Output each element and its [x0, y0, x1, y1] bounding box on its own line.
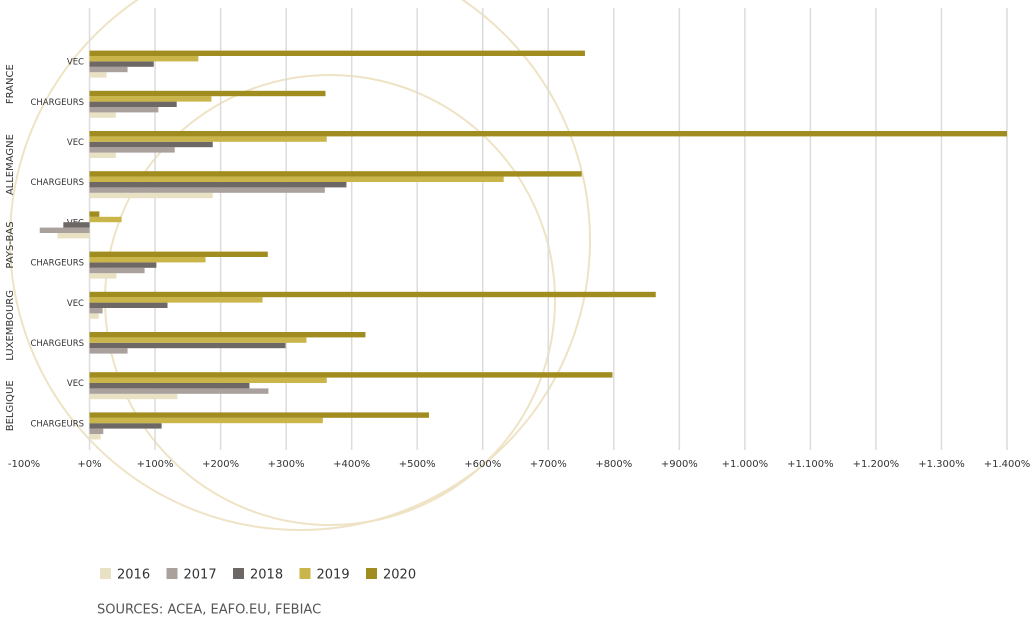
bar	[89, 267, 145, 274]
bar	[89, 187, 325, 193]
bar	[89, 297, 263, 303]
x-tick-label: +200%	[202, 459, 239, 470]
bar	[89, 308, 103, 314]
bar	[89, 383, 250, 389]
x-tick-label: +900%	[661, 459, 698, 470]
x-tick-label: +1.100%	[787, 459, 834, 470]
legend-swatch	[299, 568, 311, 579]
legend-swatch	[233, 568, 244, 579]
legend-label: 2019	[317, 568, 350, 583]
bar	[89, 50, 585, 56]
bar	[89, 66, 128, 73]
bar	[89, 152, 116, 158]
country-label: PAYS-BAS	[5, 221, 16, 268]
bar	[89, 72, 107, 78]
x-tick-label: +1.300%	[918, 459, 965, 470]
x-tick-label: +400%	[333, 459, 370, 470]
x-tick-label: +1.200%	[853, 459, 900, 470]
bar	[89, 377, 327, 383]
legend-label: 2018	[250, 568, 283, 583]
bar	[89, 96, 212, 102]
bar	[89, 251, 268, 257]
bar	[89, 141, 213, 148]
row-label: CHARGEURS	[30, 178, 84, 188]
x-tick-label: -100%	[8, 459, 40, 470]
bar	[89, 372, 613, 378]
bar	[89, 131, 1008, 137]
bar	[89, 302, 168, 308]
bar	[89, 342, 286, 349]
bar	[89, 262, 157, 268]
bar	[89, 101, 177, 107]
x-tick-label: +100%	[137, 459, 174, 470]
bar	[89, 412, 429, 418]
country-label: FRANCE	[5, 64, 16, 104]
bar	[89, 147, 175, 153]
legend-swatch	[366, 568, 377, 579]
source: SOURCES: ACEA, EAFO.EU, FEBIAC	[97, 603, 321, 618]
bar	[89, 291, 656, 298]
bar	[89, 423, 162, 429]
row-label: VEC	[67, 299, 84, 309]
x-tick-label: +300%	[268, 459, 305, 470]
bar	[63, 222, 90, 228]
bar	[57, 233, 90, 239]
bar	[89, 313, 99, 319]
bar	[89, 337, 307, 343]
bar	[89, 417, 323, 424]
row-label: CHARGEURS	[30, 339, 84, 349]
legend-swatch	[100, 568, 111, 579]
x-tick-label: +500%	[399, 459, 436, 470]
bar	[89, 56, 199, 62]
row-label: CHARGEURS	[30, 259, 84, 269]
bar	[89, 61, 154, 67]
bar	[89, 171, 582, 177]
row-label: VEC	[67, 379, 84, 389]
bar	[89, 136, 327, 142]
legend-swatch	[166, 568, 178, 579]
legend-label: 2016	[117, 568, 150, 583]
country-label: ALLEMAGNE	[5, 134, 16, 195]
bar	[89, 257, 206, 263]
bar	[89, 90, 326, 97]
bar	[89, 332, 366, 338]
bar	[89, 393, 178, 400]
legend-label: 2020	[383, 568, 416, 583]
x-tick-label: +0%	[77, 459, 101, 470]
bar	[89, 216, 122, 223]
row-label: VEC	[67, 58, 84, 68]
legend-label: 2017	[184, 568, 217, 583]
bar	[89, 428, 104, 434]
country-label: LUXEMBOURG	[5, 290, 16, 361]
bar	[89, 388, 269, 394]
x-tick-label: +1.400%	[984, 459, 1031, 470]
bar	[89, 211, 100, 217]
bar	[89, 434, 101, 440]
bar	[89, 273, 117, 279]
x-tick-label: +700%	[530, 459, 567, 470]
bar	[89, 112, 116, 118]
bar	[39, 227, 90, 233]
bar	[89, 107, 159, 113]
bar	[89, 192, 213, 199]
row-label: CHARGEURS	[30, 98, 84, 108]
bar	[89, 176, 504, 182]
country-label: BELGIQUE	[5, 380, 16, 431]
bar	[89, 348, 128, 354]
x-tick-label: +800%	[595, 459, 632, 470]
x-tick-label: +600%	[464, 459, 501, 470]
row-label: CHARGEURS	[30, 419, 84, 429]
row-label: VEC	[67, 138, 84, 148]
x-tick-label: +1.000%	[722, 459, 769, 470]
bar	[89, 182, 347, 188]
